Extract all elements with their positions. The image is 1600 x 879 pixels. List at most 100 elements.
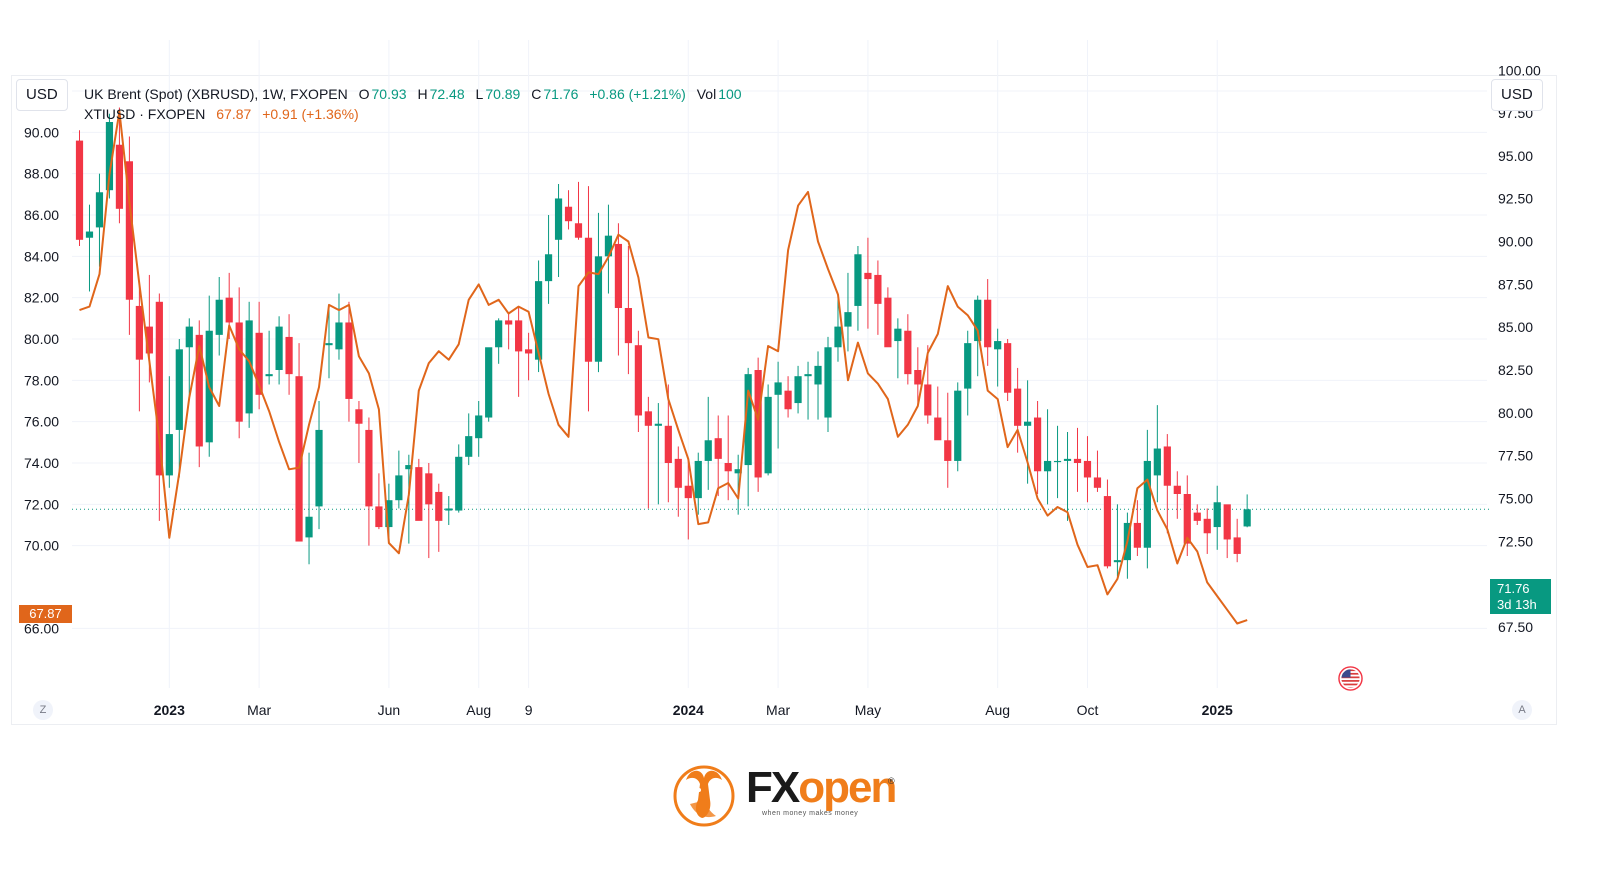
candle-body	[954, 390, 962, 461]
candle	[634, 330, 642, 432]
candle-body	[305, 516, 313, 538]
legend-secondary: XTIUSD · FXOPEN 67.87 +0.91 (+1.36%)	[84, 106, 366, 122]
candle	[1153, 405, 1161, 503]
candle-body	[515, 320, 523, 352]
x-tick-label: 2024	[673, 702, 704, 718]
candle-body	[385, 500, 393, 528]
candle	[644, 396, 652, 509]
right-tick-label: 82.50	[1498, 362, 1533, 378]
candle	[824, 336, 832, 432]
candle	[984, 279, 992, 366]
candle-body	[714, 438, 722, 459]
candle-body	[614, 243, 623, 308]
legend-symbol-2[interactable]: XTIUSD · FXOPEN	[84, 106, 206, 122]
candle	[75, 130, 84, 246]
candle-body	[455, 456, 463, 511]
right-tick-label: 90.00	[1498, 234, 1533, 250]
candle	[1043, 409, 1052, 505]
candle	[1173, 471, 1181, 519]
legend-main: UK Brent (Spot) (XBRUSD), 1W, FXOPEN O 70…	[84, 86, 749, 102]
candle-body	[1053, 460, 1062, 463]
candle	[914, 347, 922, 408]
candle	[1183, 475, 1191, 556]
candle	[325, 308, 333, 379]
left-tick-label: 90.00	[24, 124, 59, 140]
candle	[1103, 479, 1112, 569]
candle-body	[1043, 460, 1052, 472]
candle	[544, 215, 553, 304]
candle	[1053, 425, 1062, 499]
candle-body	[1173, 485, 1181, 494]
candle	[515, 308, 523, 397]
grid-layer	[72, 40, 1487, 688]
left-tick-label: 86.00	[24, 207, 59, 223]
x-tick-label: May	[855, 702, 881, 718]
candle	[475, 401, 483, 457]
legend-high: 72.48	[429, 86, 465, 102]
candle	[485, 347, 493, 422]
candle-body	[734, 469, 742, 474]
candle-body	[544, 254, 553, 282]
candle-body	[794, 376, 802, 404]
candle	[415, 458, 423, 521]
candle-body	[624, 308, 632, 344]
candle	[335, 293, 343, 360]
candle-body	[604, 235, 613, 257]
us-flag-icon[interactable]	[1338, 666, 1363, 691]
left-tick-label: 84.00	[24, 248, 59, 264]
registered-mark: ®	[888, 776, 895, 786]
right-tick-label: 92.50	[1498, 191, 1533, 207]
candle-body	[584, 237, 593, 362]
candle-body	[1243, 509, 1251, 527]
right-currency-button[interactable]: USD	[1491, 79, 1543, 111]
candle	[1163, 434, 1171, 534]
legend-volume: 100	[718, 86, 742, 102]
candle	[445, 496, 453, 525]
right-tick-label: 85.00	[1498, 319, 1533, 335]
legend-close-key: C	[531, 86, 542, 102]
candle-body	[95, 192, 104, 228]
candle-body	[85, 231, 94, 238]
zoom-z-button[interactable]: Z	[33, 700, 53, 720]
candle	[125, 136, 133, 335]
candle	[285, 314, 293, 395]
candle-body	[525, 349, 533, 354]
x-tick-label: 9	[525, 702, 533, 718]
candle	[365, 417, 373, 546]
candle	[85, 204, 94, 292]
candle-body	[175, 349, 183, 430]
candle	[964, 330, 972, 416]
candle	[954, 382, 962, 472]
auto-scale-button[interactable]: A	[1512, 700, 1532, 720]
right-tick-label: 75.00	[1498, 490, 1533, 506]
candle	[734, 454, 742, 515]
x-tick-label: Aug	[466, 702, 491, 718]
candle-body	[325, 343, 333, 346]
legend-volume-key: Vol	[696, 86, 717, 102]
legend-change-2: +0.91 (+1.36%)	[262, 106, 359, 122]
candle	[754, 357, 762, 492]
candle	[994, 328, 1002, 387]
candle	[135, 285, 143, 412]
chart-canvas[interactable]: 92.0090.0088.0086.0084.0082.0080.0078.00…	[0, 0, 1600, 740]
candle	[844, 272, 852, 352]
candle-body	[275, 326, 283, 370]
candle	[195, 320, 203, 468]
left-currency-button[interactable]: USD	[16, 79, 68, 111]
candle	[814, 351, 822, 420]
candle-body	[534, 281, 543, 360]
legend-symbol[interactable]: UK Brent (Spot) (XBRUSD), 1W, FXOPEN	[84, 86, 348, 102]
candle-body	[235, 322, 243, 422]
left-tick-label: 82.00	[24, 290, 59, 306]
candle	[1083, 436, 1092, 503]
candle	[874, 260, 882, 335]
candle-body	[874, 274, 882, 304]
candle	[864, 237, 872, 329]
left-tick-label: 66.00	[24, 620, 59, 636]
right-tick-label: 80.00	[1498, 405, 1533, 421]
candle-body	[395, 475, 403, 501]
candle-body	[854, 254, 862, 306]
candle-body	[984, 299, 992, 348]
candle-body	[774, 382, 782, 395]
legend-last-2: 67.87	[216, 106, 252, 122]
